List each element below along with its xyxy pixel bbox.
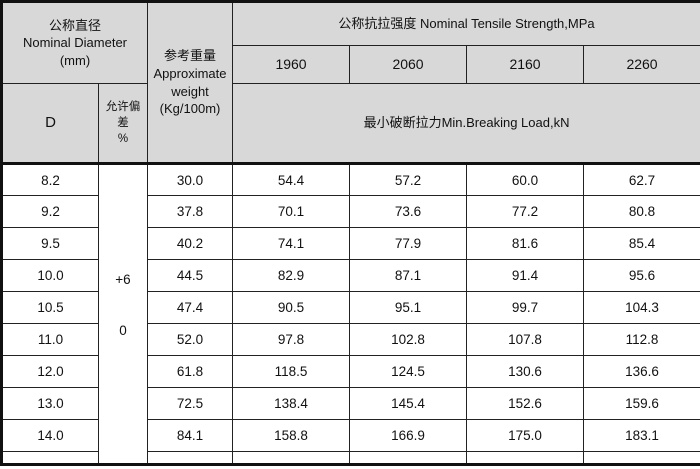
weight-header-cn: 参考重量 (164, 48, 217, 64)
table-row: 9.5 40.2 74.1 77.9 81.6 85.4 (1, 227, 700, 260)
cell-load: 175.0 (466, 419, 585, 452)
cell-diameter: 11.0 (1, 323, 99, 356)
cell-diameter: 10.0 (1, 259, 99, 292)
cell-load: 166.9 (349, 419, 468, 452)
partial-row-cell (466, 451, 585, 466)
weight-header: 参考重量 Approximate weight (Kg/100m) (147, 1, 234, 165)
cell-diameter: 13.0 (1, 387, 99, 420)
cell-load: 91.4 (466, 259, 585, 292)
cell-load: 54.4 (232, 163, 351, 196)
cell-weight: 47.4 (147, 291, 234, 324)
tolerance-header-percent: % (117, 133, 129, 146)
grade-column-header: 2060 (349, 45, 468, 84)
tolerance-column-header: 允许偏差 % (97, 83, 149, 165)
cell-diameter: 9.2 (1, 195, 99, 228)
cell-load: 183.1 (583, 419, 700, 452)
cell-load: 104.3 (583, 291, 700, 324)
partial-row-cell (349, 451, 468, 466)
grade-column-header: 2160 (466, 45, 585, 84)
cell-load: 81.6 (466, 227, 585, 260)
cell-diameter: 14.0 (1, 419, 99, 452)
cell-load: 124.5 (349, 355, 468, 388)
cell-load: 77.2 (466, 195, 585, 228)
cell-weight: 84.1 (147, 419, 234, 452)
tolerance-cell: +6 0 (97, 163, 149, 465)
cell-load: 102.8 (349, 323, 468, 356)
partial-cutoff-row (1, 451, 700, 466)
cell-load: 87.1 (349, 259, 468, 292)
table-row: 12.0 61.8 118.5 124.5 130.6 136.6 (1, 355, 700, 388)
cell-load: 158.8 (232, 419, 351, 452)
cell-diameter: 12.0 (1, 355, 99, 388)
grade-column-header: 2260 (583, 45, 700, 84)
weight-header-en: Approximate weight (153, 65, 227, 99)
cell-diameter: 10.5 (1, 291, 99, 324)
partial-row-cell (583, 451, 700, 466)
tolerance-upper-value: +6 (115, 272, 131, 288)
cell-load: 85.4 (583, 227, 700, 260)
table-row: 9.2 37.8 70.1 73.6 77.2 80.8 (1, 195, 700, 228)
diameter-header-en: Nominal Diameter (22, 35, 128, 51)
table-row: 10.0 44.5 82.9 87.1 91.4 95.6 (1, 259, 700, 292)
cell-weight: 61.8 (147, 355, 234, 388)
cell-load: 118.5 (232, 355, 351, 388)
cell-load: 80.8 (583, 195, 700, 228)
partial-row-cell (232, 451, 351, 466)
cell-weight: 40.2 (147, 227, 234, 260)
cell-weight: 30.0 (147, 163, 234, 196)
table-row: 14.0 84.1 158.8 166.9 175.0 183.1 (1, 419, 700, 452)
cell-diameter: 8.2 (1, 163, 99, 196)
cell-weight: 72.5 (147, 387, 234, 420)
cell-load: 60.0 (466, 163, 585, 196)
cell-load: 130.6 (466, 355, 585, 388)
cell-load: 152.6 (466, 387, 585, 420)
table-row: 10.5 47.4 90.5 95.1 99.7 104.3 (1, 291, 700, 324)
cell-load: 107.8 (466, 323, 585, 356)
cell-load: 90.5 (232, 291, 351, 324)
cell-load: 95.6 (583, 259, 700, 292)
cell-load: 95.1 (349, 291, 468, 324)
weight-header-unit: (Kg/100m) (159, 101, 221, 117)
grade-column-header: 1960 (232, 45, 351, 84)
cell-weight: 37.8 (147, 195, 234, 228)
cell-load: 159.6 (583, 387, 700, 420)
cell-load: 62.7 (583, 163, 700, 196)
table-row: 8.2 +6 0 30.0 54.4 57.2 60.0 62.7 (1, 163, 700, 465)
partial-row-cell (147, 451, 234, 466)
tensile-strength-header: 公称抗拉强度 Nominal Tensile Strength,MPa (232, 1, 700, 46)
cell-load: 145.4 (349, 387, 468, 420)
cell-load: 74.1 (232, 227, 351, 260)
cell-load: 97.8 (232, 323, 351, 356)
partial-row-cell (1, 451, 99, 466)
tolerance-header-label: 允许偏差 (105, 100, 141, 129)
cell-load: 77.9 (349, 227, 468, 260)
cell-diameter: 9.5 (1, 227, 99, 260)
tolerance-lower-value: 0 (119, 322, 127, 338)
cell-load: 70.1 (232, 195, 351, 228)
cell-load: 99.7 (466, 291, 585, 324)
cell-load: 112.8 (583, 323, 700, 356)
cell-load: 57.2 (349, 163, 468, 196)
diameter-header: 公称直径 Nominal Diameter (mm) (0, 1, 149, 84)
diameter-header-cn: 公称直径 (49, 17, 102, 33)
d-column-header: D (1, 83, 99, 165)
cell-load: 82.9 (232, 259, 351, 292)
cell-load: 73.6 (349, 195, 468, 228)
diameter-header-unit: (mm) (59, 52, 91, 68)
cell-weight: 44.5 (147, 259, 234, 292)
cell-load: 138.4 (232, 387, 351, 420)
cell-weight: 52.0 (147, 323, 234, 356)
cell-load: 136.6 (583, 355, 700, 388)
breaking-load-header: 最小破断拉力Min.Breaking Load,kN (232, 83, 700, 165)
